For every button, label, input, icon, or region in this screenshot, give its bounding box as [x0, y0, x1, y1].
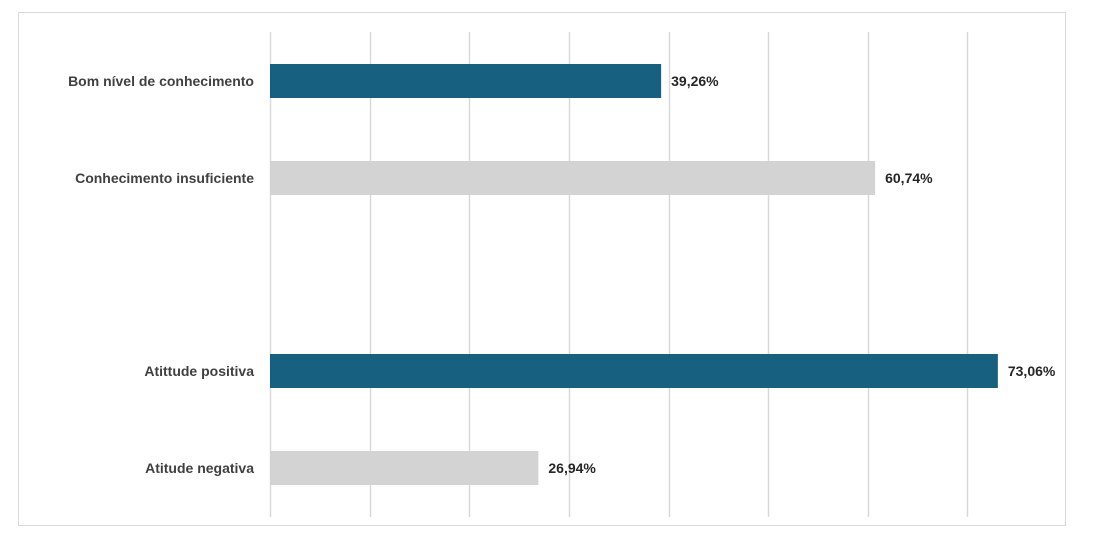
- category-labels: Bom nível de conhecimento Conhecimento in…: [68, 73, 254, 476]
- category-label: Conhecimento insuficiente: [75, 170, 254, 186]
- bar: [270, 354, 998, 388]
- bars: [270, 64, 998, 485]
- data-label: 73,06%: [1008, 363, 1056, 379]
- data-label: 26,94%: [548, 460, 596, 476]
- category-label: Bom nível de conhecimento: [68, 73, 254, 89]
- bar: [270, 64, 662, 98]
- value-labels: 39,26% 60,74% 73,06% 26,94%: [548, 73, 1056, 476]
- gridlines: [269, 32, 969, 517]
- data-label: 39,26%: [671, 73, 719, 89]
- bar: [270, 161, 876, 195]
- data-label: 60,74%: [885, 170, 933, 186]
- category-label: Atittude positiva: [144, 363, 254, 379]
- category-label: Atitude negativa: [145, 460, 254, 476]
- bar: [270, 451, 539, 485]
